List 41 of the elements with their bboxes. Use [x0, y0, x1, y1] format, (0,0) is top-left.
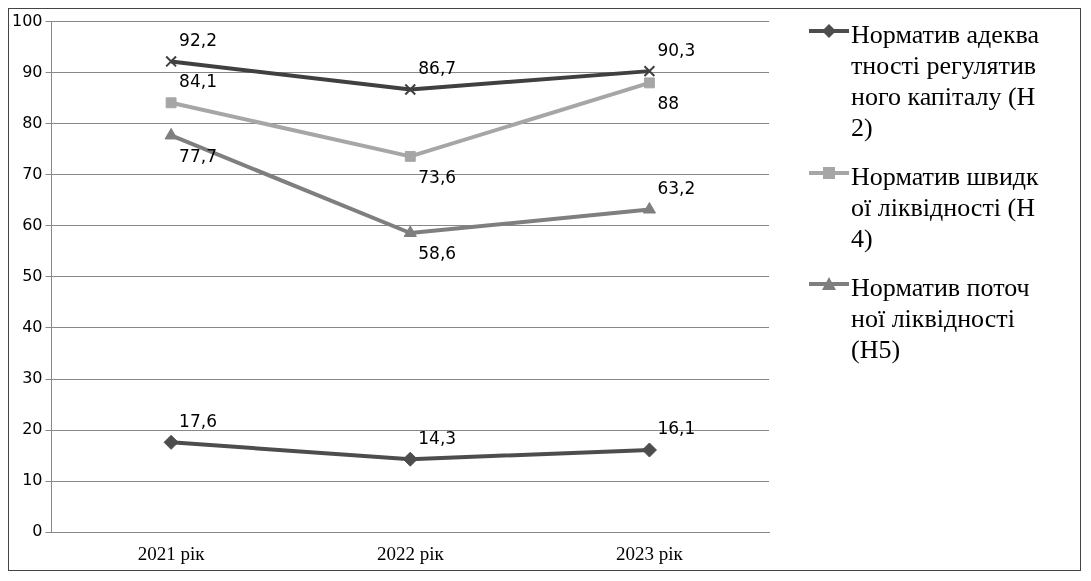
point: [403, 225, 417, 237]
point: [404, 150, 416, 162]
legend-label: Норматив адекватності регулятивного капіталу (Н2): [851, 19, 1039, 143]
data-label: 86,7: [418, 57, 457, 78]
x-tick-label: 2022 рік: [376, 542, 445, 564]
point: [165, 97, 177, 109]
point: [163, 434, 179, 450]
data-label: 17,6: [179, 410, 217, 431]
y-tick-label: 40: [22, 317, 43, 337]
point: [643, 65, 656, 78]
y-tick-label: 50: [22, 266, 43, 286]
data-label: 88: [657, 93, 680, 114]
y-tick-label: 10: [22, 470, 43, 490]
y-tick-label: 100: [11, 10, 43, 30]
y-tick-label: 20: [22, 419, 43, 439]
point: [642, 202, 656, 214]
data-label: 14,3: [418, 427, 457, 448]
y-tick-label: 0: [32, 521, 43, 541]
point: [402, 451, 418, 467]
y-tick-label: 90: [22, 61, 43, 81]
data-label: 92,2: [179, 29, 217, 50]
y-tick-label: 80: [22, 112, 43, 132]
data-label: 58,6: [418, 243, 457, 264]
y-tick-label: 70: [22, 163, 43, 183]
data-label: 84,1: [179, 71, 217, 92]
x-tick-label: 2021 рік: [137, 542, 206, 564]
data-label: 90,3: [657, 39, 696, 60]
data-label: 63,2: [657, 177, 696, 198]
data-label: 16,1: [657, 418, 696, 439]
y-tick-label: 30: [22, 368, 43, 388]
data-label: 73,6: [418, 166, 457, 187]
point: [164, 127, 178, 140]
legend-label: Норматив швидкої ліквідності (Н4): [851, 161, 1039, 254]
point: [165, 55, 178, 68]
point: [404, 83, 417, 96]
x-tick-label: 2023 рік: [616, 542, 684, 564]
point: [641, 442, 657, 458]
legend-label: Норматив поточної ліквідності (Н5): [851, 272, 1031, 365]
y-tick-label: 60: [22, 215, 43, 234]
point: [643, 77, 655, 89]
data-label: 77,7: [179, 145, 217, 166]
